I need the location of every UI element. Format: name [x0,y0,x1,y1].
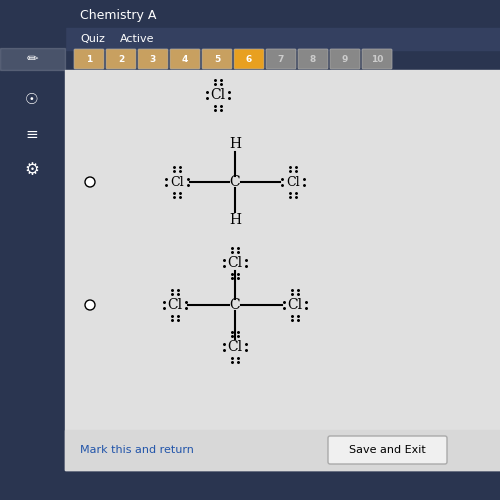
Bar [0,0,500,30]
FancyBboxPatch shape [74,49,104,69]
FancyBboxPatch shape [328,436,447,464]
Text: C: C [230,298,240,312]
Bar [65,70,500,470]
Text: ✏: ✏ [26,52,38,66]
Text: 4: 4 [182,54,188,64]
Text: Cl: Cl [168,298,182,312]
Bar [65,430,500,470]
Text: 5: 5 [214,54,220,64]
FancyBboxPatch shape [330,49,360,69]
FancyBboxPatch shape [202,49,232,69]
Text: 3: 3 [150,54,156,64]
Bar [65,28,500,50]
Text: Chemistry A: Chemistry A [80,10,156,22]
FancyBboxPatch shape [234,49,264,69]
FancyBboxPatch shape [298,49,328,69]
Text: Cl: Cl [170,176,184,188]
Text: 10: 10 [371,54,383,64]
Text: ⚙: ⚙ [24,161,40,179]
Text: Mark this and return: Mark this and return [80,445,194,455]
Text: C: C [230,175,240,189]
Text: H: H [229,213,241,227]
Text: 7: 7 [278,54,284,64]
Text: ≡: ≡ [26,128,38,142]
Text: Cl: Cl [288,298,302,312]
Text: 1: 1 [86,54,92,64]
FancyBboxPatch shape [106,49,136,69]
Text: Cl: Cl [286,176,300,188]
Text: 9: 9 [342,54,348,64]
Text: Cl: Cl [228,256,242,270]
Text: 2: 2 [118,54,124,64]
Text: H: H [229,137,241,151]
Text: Cl: Cl [210,88,226,102]
Text: ☉: ☉ [25,92,39,108]
FancyBboxPatch shape [266,49,296,69]
Circle shape [85,177,95,187]
FancyBboxPatch shape [170,49,200,69]
Text: Quiz: Quiz [80,34,105,44]
FancyBboxPatch shape [362,49,392,69]
Text: 6: 6 [246,54,252,64]
Text: 8: 8 [310,54,316,64]
Text: Cl: Cl [228,340,242,354]
Circle shape [85,300,95,310]
Bar [0,0,65,500]
Bar [0,48,65,70]
FancyBboxPatch shape [138,49,168,69]
Text: Save and Exit: Save and Exit [348,445,426,455]
Text: Active: Active [120,34,154,44]
